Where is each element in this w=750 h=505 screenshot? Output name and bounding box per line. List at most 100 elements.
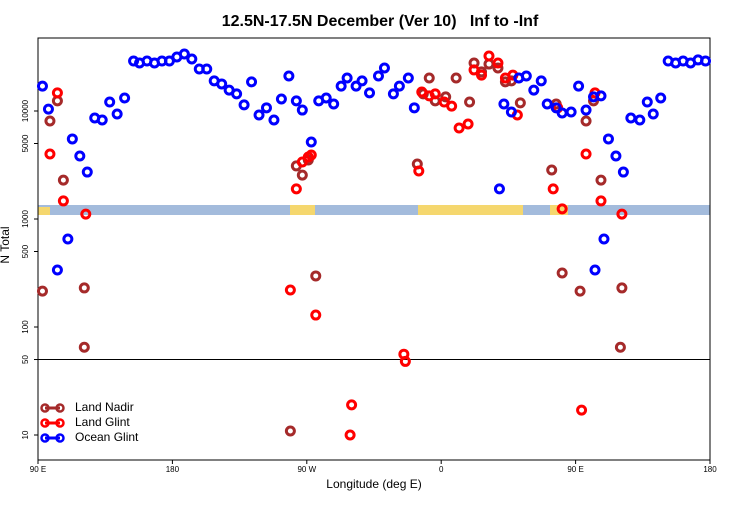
point — [78, 282, 90, 294]
point — [80, 208, 92, 220]
point — [341, 72, 353, 84]
x-axis-label: Longitude (deg E) — [326, 477, 421, 491]
point — [296, 169, 308, 181]
point — [201, 63, 213, 75]
point — [119, 92, 131, 104]
legend-marker — [40, 403, 50, 413]
point — [565, 106, 577, 118]
point — [617, 166, 629, 178]
point — [372, 70, 384, 82]
point — [528, 84, 540, 96]
point — [595, 90, 607, 102]
chart-title: 12.5N-17.5N December (Ver 10) Inf to -In… — [222, 13, 539, 30]
point — [186, 53, 198, 65]
legend-marker — [40, 433, 50, 443]
point — [57, 174, 69, 186]
point — [253, 109, 265, 121]
point — [96, 114, 108, 126]
x-tick-label: 180 — [166, 465, 180, 474]
point — [610, 150, 622, 162]
legend-label: Land Nadir — [75, 400, 134, 414]
plot-frame — [37, 37, 711, 461]
point — [483, 50, 495, 62]
point — [284, 425, 296, 437]
point — [305, 136, 317, 148]
legend-label: Land Glint — [75, 415, 130, 429]
point — [74, 150, 86, 162]
point — [290, 95, 302, 107]
x-tick-label: 90 E — [567, 465, 583, 474]
point — [111, 108, 123, 120]
point — [602, 133, 614, 145]
x-tick-label: 90 W — [297, 465, 316, 474]
y-tick-label: 100 — [21, 320, 30, 334]
point — [514, 97, 526, 109]
point — [36, 80, 48, 92]
point — [598, 233, 610, 245]
point — [66, 133, 78, 145]
point — [498, 98, 510, 110]
point — [408, 102, 420, 114]
point — [320, 92, 332, 104]
point — [493, 183, 505, 195]
point — [468, 64, 480, 76]
point — [595, 174, 607, 186]
point — [335, 80, 347, 92]
point — [305, 149, 317, 161]
point — [344, 429, 356, 441]
point — [178, 48, 190, 60]
legend-marker — [55, 418, 65, 428]
point — [44, 115, 56, 127]
point — [580, 115, 592, 127]
point — [446, 100, 458, 112]
point — [505, 106, 517, 118]
point — [556, 203, 568, 215]
point — [453, 122, 465, 134]
point — [290, 183, 302, 195]
point — [492, 57, 504, 69]
y-tick-label: 1000 — [21, 210, 30, 228]
y-tick-label: 500 — [21, 244, 30, 258]
point — [423, 72, 435, 84]
point — [450, 72, 462, 84]
point — [284, 284, 296, 296]
point — [387, 88, 399, 100]
point — [268, 114, 280, 126]
point — [310, 309, 322, 321]
point — [556, 267, 568, 279]
y-axis-label: N Total — [0, 226, 12, 263]
legend-marker — [55, 433, 65, 443]
point — [356, 75, 368, 87]
point — [655, 92, 667, 104]
point — [350, 80, 362, 92]
y-tick-label: 50 — [21, 355, 30, 364]
y-tick-label: 10 — [21, 430, 30, 439]
point — [535, 75, 547, 87]
point — [216, 78, 228, 90]
point — [246, 76, 258, 88]
point — [462, 118, 474, 130]
point — [413, 165, 425, 177]
y-tick-label: 10000 — [21, 99, 30, 122]
point — [550, 102, 562, 114]
point — [576, 404, 588, 416]
point — [546, 164, 558, 176]
point — [231, 88, 243, 100]
point — [429, 88, 441, 100]
point — [574, 285, 586, 297]
point — [589, 264, 601, 276]
point — [44, 148, 56, 160]
point — [62, 233, 74, 245]
point — [700, 55, 712, 67]
point — [51, 264, 63, 276]
legend-marker — [55, 403, 65, 413]
legend-label: Ocean Glint — [75, 430, 139, 444]
point — [346, 399, 358, 411]
point — [641, 96, 653, 108]
point — [104, 96, 116, 108]
point — [57, 195, 69, 207]
point — [440, 91, 452, 103]
point — [283, 70, 295, 82]
point — [616, 208, 628, 220]
point — [573, 80, 585, 92]
